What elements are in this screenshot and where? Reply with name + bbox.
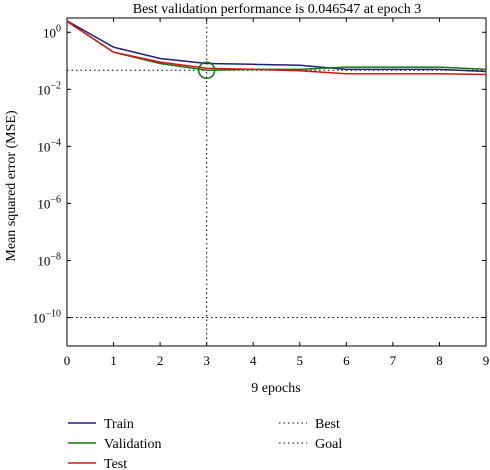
x-tick-label: 3 — [203, 353, 210, 368]
x-tick-label: 6 — [343, 353, 350, 368]
y-tick-label: 10−2 — [37, 80, 61, 97]
y-tick-base: 10 — [37, 253, 50, 268]
y-tick-exponent: −6 — [50, 194, 61, 205]
x-tick-label: 0 — [64, 353, 71, 368]
plot-border — [66, 17, 487, 347]
legend-label-test: Test — [104, 457, 127, 470]
x-tick-label: 2 — [157, 353, 164, 368]
y-tick-base: 10 — [37, 139, 50, 154]
x-tick-label: 8 — [436, 353, 443, 368]
best-validation-marker — [197, 61, 216, 80]
x-tick-label: 5 — [297, 353, 304, 368]
legend-label-goal: Goal — [315, 437, 342, 452]
x-tick-label: 7 — [390, 353, 397, 368]
series-lines — [66, 20, 487, 76]
x-axis: 0 1 2 3 4 5 6 7 8 9 — [64, 18, 490, 368]
chart-title: Best validation performance is 0.046547 … — [133, 2, 421, 17]
legend-label-train: Train — [104, 417, 134, 432]
best-marker — [197, 61, 216, 80]
y-tick-exponent: −4 — [50, 137, 61, 148]
x-tick-label: 1 — [110, 353, 117, 368]
x-tick-label: 4 — [250, 353, 257, 368]
y-tick-base: 10 — [37, 82, 50, 97]
y-axis-title: Mean squared error (MSE) — [4, 110, 19, 262]
y-tick-label: 10−10 — [32, 308, 61, 325]
reference-lines — [67, 18, 486, 346]
y-tick-exponent: −10 — [45, 308, 61, 319]
y-tick-exponent: −8 — [50, 251, 61, 262]
y-tick-base: 10 — [37, 196, 50, 211]
legend-label-validation: Validation — [104, 437, 162, 452]
series-line-train — [66, 20, 487, 73]
y-tick-exponent: 0 — [56, 23, 61, 34]
y-tick-label: 100 — [43, 23, 61, 40]
plot-area — [66, 17, 487, 347]
y-tick-exponent: −2 — [50, 80, 61, 91]
series-line-validation — [66, 20, 487, 72]
y-tick-base: 10 — [43, 25, 56, 40]
y-tick-base: 10 — [32, 310, 45, 325]
y-tick-label: 10−6 — [37, 194, 61, 211]
series-line-test — [66, 20, 487, 76]
x-tick-label: 9 — [483, 353, 490, 368]
y-tick-label: 10−4 — [37, 137, 61, 154]
legend-label-best: Best — [315, 417, 340, 432]
x-axis-title: 9 epochs — [251, 381, 300, 396]
legend: Train Validation Test Best Goal — [68, 417, 342, 470]
y-tick-label: 10−8 — [37, 251, 61, 268]
